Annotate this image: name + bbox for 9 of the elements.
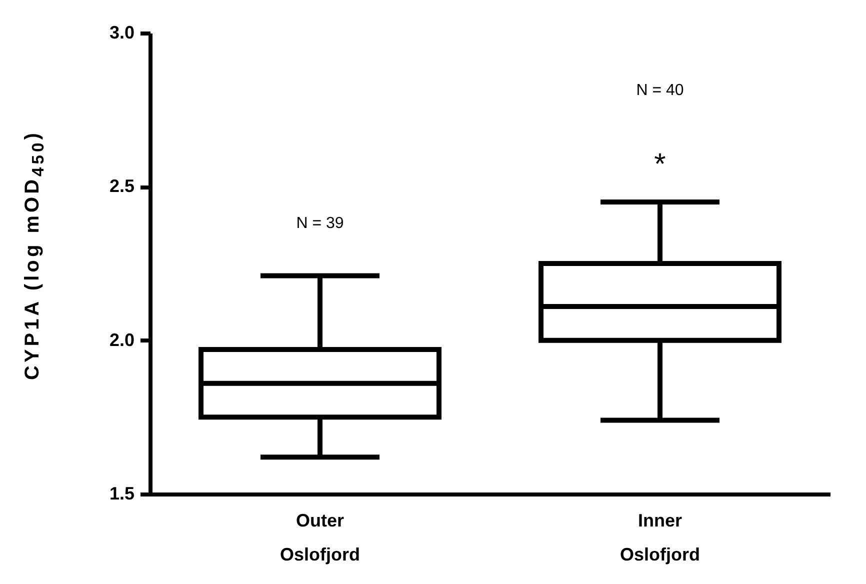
y-tick-label: 1.5 xyxy=(109,484,134,504)
annotation: N = 39 xyxy=(296,214,344,232)
y-tick-label: 3.0 xyxy=(109,22,134,42)
y-tick-label: 2.0 xyxy=(109,330,134,350)
x-tick-label: Inner Oslofjord xyxy=(620,510,700,564)
annotation: * xyxy=(654,148,666,182)
annotation: N = 40 xyxy=(636,82,684,100)
y-tick-label: 2.5 xyxy=(109,176,134,196)
x-tick-label: Outer Oslofjord xyxy=(280,510,360,564)
